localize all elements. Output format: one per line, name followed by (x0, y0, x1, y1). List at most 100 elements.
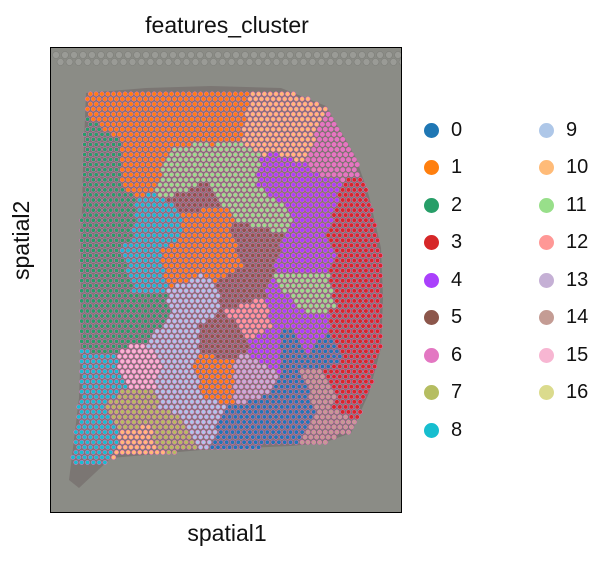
spot-cluster-7 (108, 409, 114, 415)
spot-cluster-1 (215, 384, 221, 390)
spot-cluster-1 (143, 147, 148, 152)
spot-cluster-9 (180, 364, 186, 369)
spot-cluster-10 (261, 111, 267, 117)
spot-cluster-0 (241, 429, 247, 435)
spot-cluster-11 (293, 288, 299, 294)
spot-cluster-4 (285, 162, 291, 168)
spot-cluster-3 (346, 177, 351, 183)
spot-cluster-14 (319, 394, 325, 400)
spot-cluster-0 (238, 404, 244, 410)
spot-cluster-8 (96, 459, 102, 465)
spot-cluster-1 (140, 162, 146, 168)
spot-cluster-8 (148, 268, 154, 274)
spot-cluster-0 (227, 404, 233, 410)
spot-cluster-2 (108, 288, 114, 294)
spot-cluster-1 (169, 91, 175, 97)
spot-cluster-5 (227, 353, 233, 359)
spot-cluster-11 (230, 207, 235, 213)
spot-cluster-7 (140, 404, 146, 410)
spot-cluster-1 (212, 116, 218, 122)
spot-cluster-3 (357, 369, 363, 374)
spot-cluster-4 (296, 232, 302, 238)
spot-cluster-10 (267, 111, 273, 117)
spot-cluster-10 (279, 121, 285, 127)
spot-cluster-9 (183, 419, 189, 425)
spot-cluster-8 (79, 439, 85, 445)
spot-cluster-0 (209, 444, 215, 450)
spot-cluster-5 (259, 278, 264, 284)
spot-cluster-0 (279, 404, 285, 410)
spot-cluster-1 (183, 96, 189, 102)
spot-cluster-1 (201, 116, 206, 122)
spot-cluster-7 (125, 419, 131, 425)
spot-cluster-9 (183, 308, 189, 314)
spot-cluster-9 (198, 273, 204, 279)
spot-cluster-5 (256, 253, 262, 258)
spot-cluster-11 (215, 142, 221, 147)
spot-cluster-2 (93, 242, 99, 248)
legend-label-2: 2 (451, 193, 463, 216)
spot-cluster-8 (82, 384, 88, 390)
spot-cluster-3 (348, 333, 354, 339)
spot-cluster-5 (241, 298, 247, 304)
spot-cluster-14 (317, 429, 322, 435)
spot-cluster-9 (192, 394, 198, 400)
spot-cluster-3 (343, 232, 349, 238)
spot-cluster-10 (154, 449, 160, 455)
spot-cluster-14 (322, 419, 328, 425)
spot-cluster-2 (90, 237, 96, 243)
spot-cluster-0 (328, 338, 334, 344)
spot-cluster-5 (235, 338, 241, 344)
spot-cluster-2 (114, 197, 119, 203)
spot-cluster-11 (166, 157, 172, 163)
spot-cluster-2 (105, 283, 111, 289)
spot-cluster-2 (108, 348, 114, 354)
spot-cluster-1 (180, 101, 186, 107)
spot-cluster-3 (334, 247, 340, 253)
spot-cluster-6 (308, 162, 314, 168)
spot-cluster-5 (186, 202, 192, 208)
spot-cluster-1 (189, 136, 195, 142)
spot-cluster-14 (328, 429, 334, 435)
spot-cluster-0 (267, 424, 273, 430)
spot-cluster-5 (238, 343, 244, 349)
spot-cluster-13 (235, 369, 241, 374)
spot-cluster-4 (317, 247, 322, 253)
spot-cluster-1 (235, 258, 241, 263)
spot-cluster-4 (317, 258, 322, 263)
spot-cluster-11 (192, 152, 198, 158)
spot-cluster-8 (137, 237, 143, 243)
spot-cluster-0 (299, 419, 305, 425)
spot-cluster-6 (322, 147, 328, 152)
spot-cluster-0 (224, 419, 230, 425)
spot-cluster-11 (244, 172, 250, 178)
spot-cluster-1 (174, 142, 180, 147)
spot-cluster-1 (186, 91, 192, 97)
spot-cluster-1 (212, 389, 218, 395)
spot-cluster-9 (186, 283, 192, 289)
spot-cluster-9 (174, 313, 180, 319)
spot-cluster-3 (363, 288, 369, 294)
spot-cluster-14 (319, 424, 325, 430)
spot-cluster-6 (343, 172, 349, 178)
spot-cluster-1 (169, 101, 175, 107)
spot-cluster-11 (247, 167, 253, 173)
spot-cluster-0 (296, 424, 302, 430)
spot-cluster-7 (114, 419, 119, 425)
spot-cluster-8 (82, 353, 88, 359)
legend-item-16: 16 (539, 377, 588, 409)
spot-cluster-0 (299, 409, 305, 415)
spot-cluster-11 (212, 177, 218, 183)
spot-cluster-5 (203, 202, 209, 208)
spot-cluster-10 (145, 444, 151, 450)
spot-cluster-11 (203, 152, 209, 158)
spot-cluster-11 (253, 157, 259, 163)
spot-cluster-1 (218, 227, 224, 233)
spot-cluster-5 (227, 293, 233, 299)
spot-cluster-1 (105, 91, 111, 97)
spot-cluster-11 (177, 167, 183, 173)
spot-cluster-10 (305, 106, 311, 112)
spot-cluster-11 (238, 152, 244, 158)
spot-cluster-9 (206, 288, 212, 294)
spot-cluster-2 (99, 192, 105, 198)
